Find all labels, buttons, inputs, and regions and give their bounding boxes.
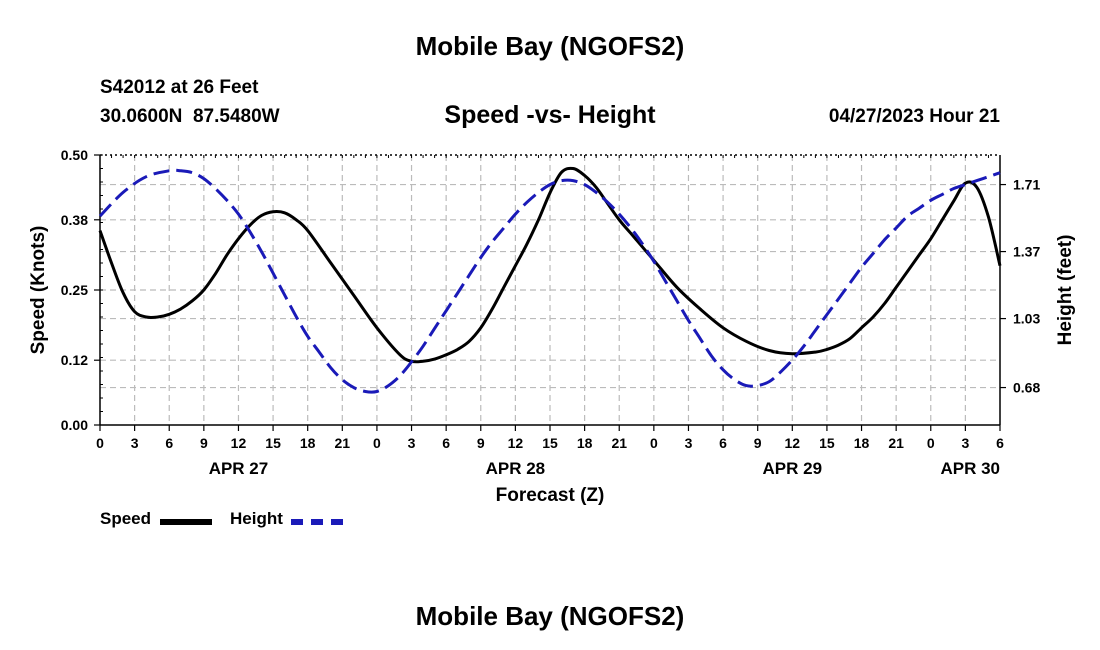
y-left-tick-label: 0.00 <box>61 417 88 433</box>
x-tick-label: 0 <box>927 435 935 451</box>
y-right-tick-label: 1.37 <box>1013 244 1040 260</box>
x-tick-label: 18 <box>300 435 316 451</box>
x-tick-label: 15 <box>265 435 281 451</box>
footer-title: Mobile Bay (NGOFS2) <box>415 601 685 631</box>
x-tick-label: 12 <box>231 435 247 451</box>
x-axis-title: Forecast (Z) <box>496 485 605 506</box>
y-right-tick-label: 0.68 <box>1013 380 1040 396</box>
date-label: APR 29 <box>763 459 823 478</box>
x-tick-label: 3 <box>408 435 416 451</box>
series-line-speed <box>98 166 1002 364</box>
station-coordinates: 30.0600N 87.5480W <box>100 106 280 127</box>
x-tick-label: 0 <box>373 435 381 451</box>
legend-speed-swatch <box>160 519 212 525</box>
date-label: APR 27 <box>209 459 269 478</box>
x-tick-label: 12 <box>508 435 524 451</box>
y-axis-right-title: Height (feet) <box>1055 235 1076 346</box>
legend-speed-label: Speed <box>100 509 152 528</box>
x-tick-label: 6 <box>996 435 1004 451</box>
x-tick-label: 0 <box>96 435 104 451</box>
x-tick-label: 6 <box>165 435 173 451</box>
x-tick-label: 12 <box>785 435 801 451</box>
x-tick-label: 21 <box>335 435 351 451</box>
chart-subtitle: Speed -vs- Height <box>444 101 656 129</box>
x-tick-label: 15 <box>542 435 558 451</box>
y-left-tick-label: 0.50 <box>61 147 88 163</box>
x-tick-label: 9 <box>200 435 208 451</box>
x-tick-label: 6 <box>442 435 450 451</box>
x-tick-label: 3 <box>685 435 693 451</box>
date-label: APR 28 <box>486 459 546 478</box>
x-tick-label: 21 <box>611 435 627 451</box>
y-left-tick-label: 0.38 <box>61 212 88 228</box>
x-tick-label: 21 <box>888 435 904 451</box>
y-left-tick-label: 0.12 <box>61 352 88 368</box>
x-tick-label: 0 <box>650 435 658 451</box>
forecast-datetime: 04/27/2023 Hour 21 <box>828 106 1000 127</box>
y-right-tick-label: 1.03 <box>1013 311 1040 327</box>
legend-height-label: Height <box>230 509 283 528</box>
x-tick-label: 3 <box>131 435 139 451</box>
y-axis-left-title: Speed (Knots) <box>28 226 49 355</box>
y-right-tick-label: 1.71 <box>1013 177 1040 193</box>
chart-title: Mobile Bay (NGOFS2) <box>415 31 685 61</box>
y-left-tick-label: 0.25 <box>61 282 88 298</box>
x-tick-label: 18 <box>577 435 593 451</box>
series-line-height <box>98 168 1001 394</box>
legend-height-swatch <box>291 519 343 525</box>
x-tick-label: 9 <box>754 435 762 451</box>
x-tick-label: 18 <box>854 435 870 451</box>
station-label: S42012 at 26 Feet <box>100 77 259 98</box>
x-tick-label: 6 <box>719 435 727 451</box>
x-tick-label: 9 <box>477 435 485 451</box>
x-tick-label: 15 <box>819 435 835 451</box>
x-tick-label: 3 <box>961 435 969 451</box>
date-label: APR 30 <box>940 459 1000 478</box>
